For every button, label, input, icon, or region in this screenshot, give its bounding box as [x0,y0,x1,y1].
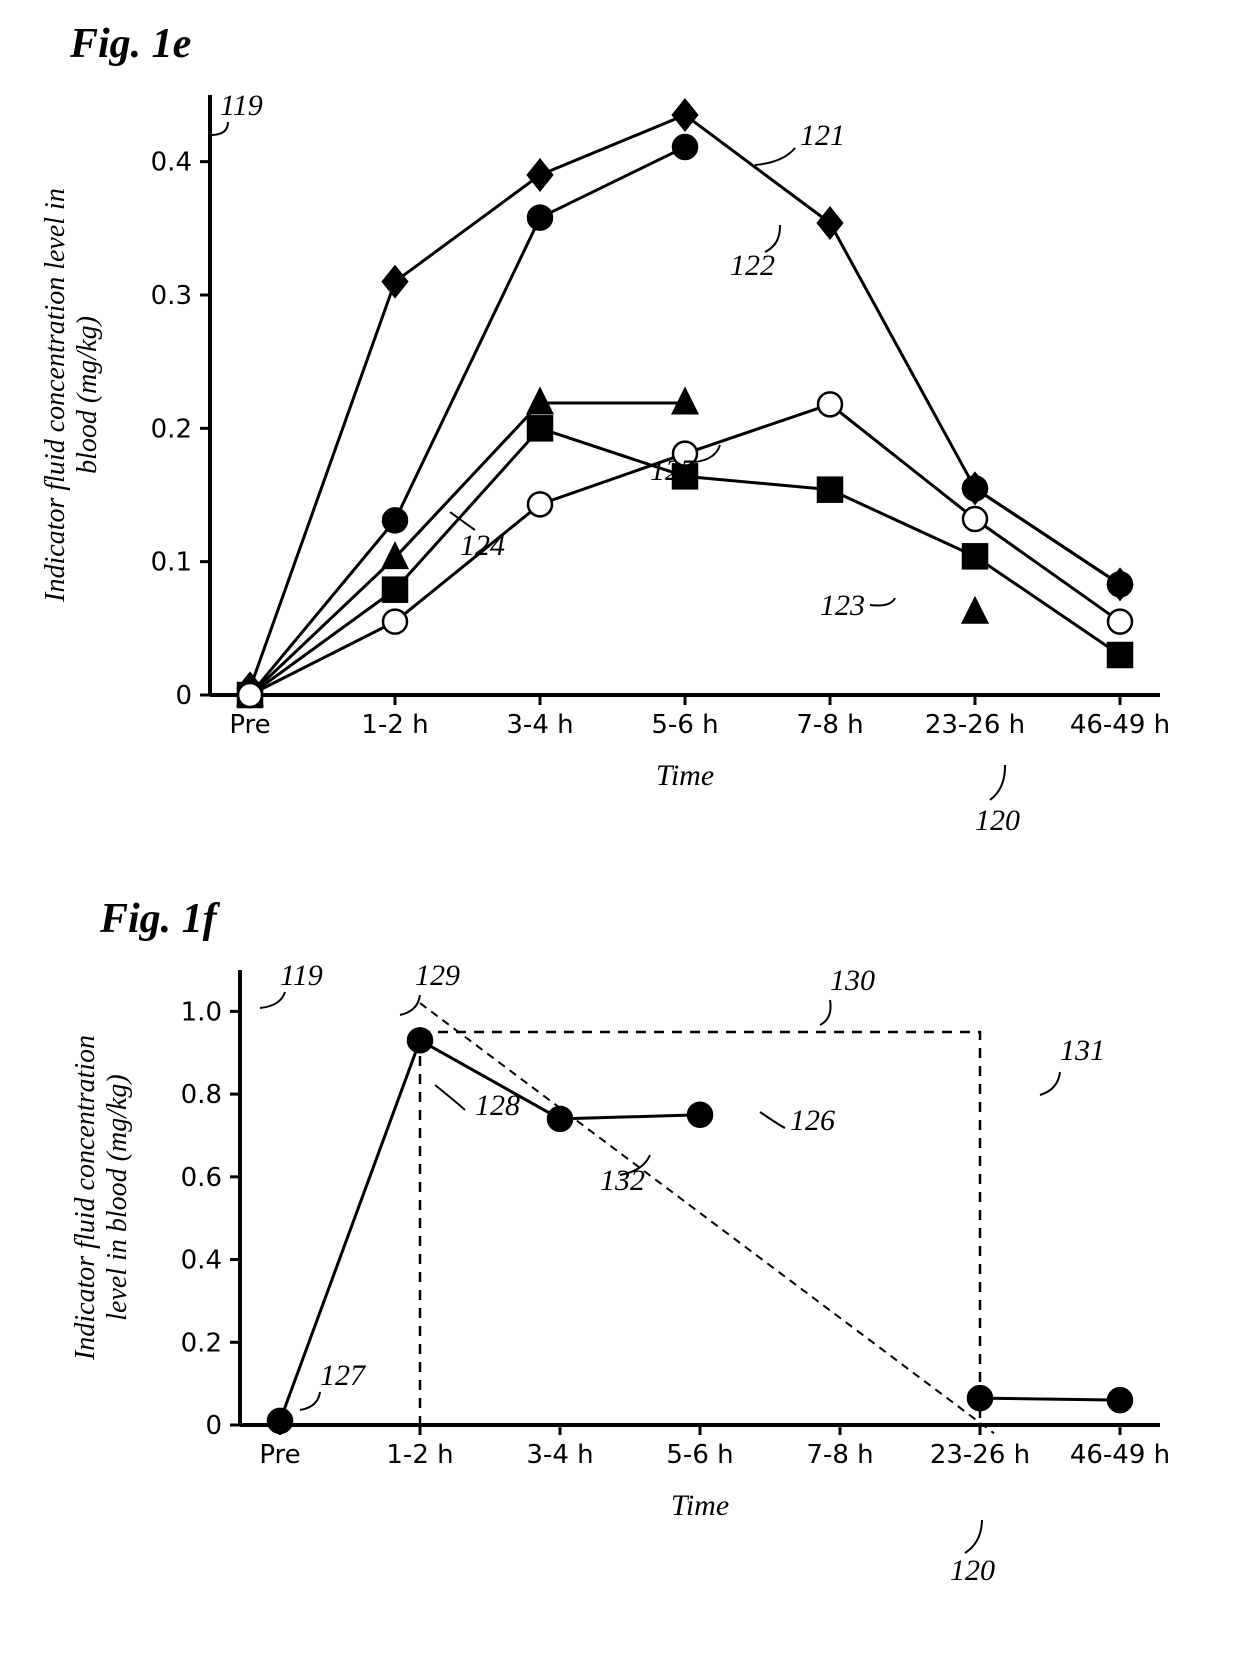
svg-text:127: 127 [320,1359,367,1392]
fig1f-title: Fig. 1f [100,895,217,943]
svg-text:130: 130 [830,964,875,997]
svg-text:124: 124 [460,529,505,562]
svg-text:1-2 h: 1-2 h [361,710,428,740]
svg-text:123: 123 [820,589,865,622]
svg-text:46-49 h: 46-49 h [1070,1440,1170,1470]
svg-text:3-4 h: 3-4 h [506,710,573,740]
svg-text:5-6 h: 5-6 h [666,1440,733,1470]
svg-text:0.8: 0.8 [181,1080,222,1110]
svg-text:Pre: Pre [259,1440,300,1470]
svg-text:1-2 h: 1-2 h [386,1440,453,1470]
page: { "page": { "width": 1240, "height": 165… [0,0,1240,1659]
svg-text:7-8 h: 7-8 h [796,710,863,740]
svg-text:0.1: 0.1 [151,548,192,578]
svg-text:1.0: 1.0 [181,997,222,1027]
svg-text:126: 126 [790,1104,835,1137]
svg-text:23-26 h: 23-26 h [925,710,1025,740]
svg-text:7-8 h: 7-8 h [806,1440,873,1470]
svg-text:level in blood (mg/kg): level in blood (mg/kg) [102,1074,133,1320]
svg-text:3-4 h: 3-4 h [526,1440,593,1470]
svg-text:Pre: Pre [229,710,270,740]
svg-text:23-26 h: 23-26 h [930,1440,1030,1470]
svg-text:5-6 h: 5-6 h [651,710,718,740]
svg-text:Indicator fluid concentration: Indicator fluid concentration [70,1035,101,1361]
svg-text:0: 0 [175,681,192,711]
svg-text:0.2: 0.2 [151,414,192,444]
svg-text:125: 125 [650,454,695,487]
svg-text:Indicator fluid concentration: Indicator fluid concentration level in [40,188,71,603]
svg-text:0.4: 0.4 [151,148,192,178]
svg-text:129: 129 [415,959,460,992]
svg-text:0.6: 0.6 [181,1163,222,1193]
svg-text:0.4: 0.4 [181,1246,222,1276]
chart-canvas: 0 0.1 0.2 0.3 0.4 Pre 1-2 h 3-4 h 5-6 h 7-8 h 23-2… [0,0,1240,1659]
svg-text:121: 121 [800,119,845,152]
svg-text:0.2: 0.2 [181,1328,222,1358]
svg-text:0: 0 [205,1411,222,1441]
svg-text:128: 128 [475,1089,520,1122]
svg-text:0.3: 0.3 [151,281,192,311]
svg-text:Time: Time [656,759,714,792]
svg-text:Time: Time [671,1489,729,1522]
fig1e-title: Fig. 1e [70,20,191,68]
svg-text:120: 120 [950,1554,995,1587]
svg-text:132: 132 [600,1164,645,1197]
svg-text:46-49 h: 46-49 h [1070,710,1170,740]
svg-text:blood (mg/kg): blood (mg/kg) [72,316,103,474]
svg-text:131: 131 [1060,1034,1105,1067]
svg-text:122: 122 [730,249,775,282]
svg-text:119: 119 [220,89,263,122]
svg-text:119: 119 [280,959,323,992]
svg-text:120: 120 [975,804,1020,837]
